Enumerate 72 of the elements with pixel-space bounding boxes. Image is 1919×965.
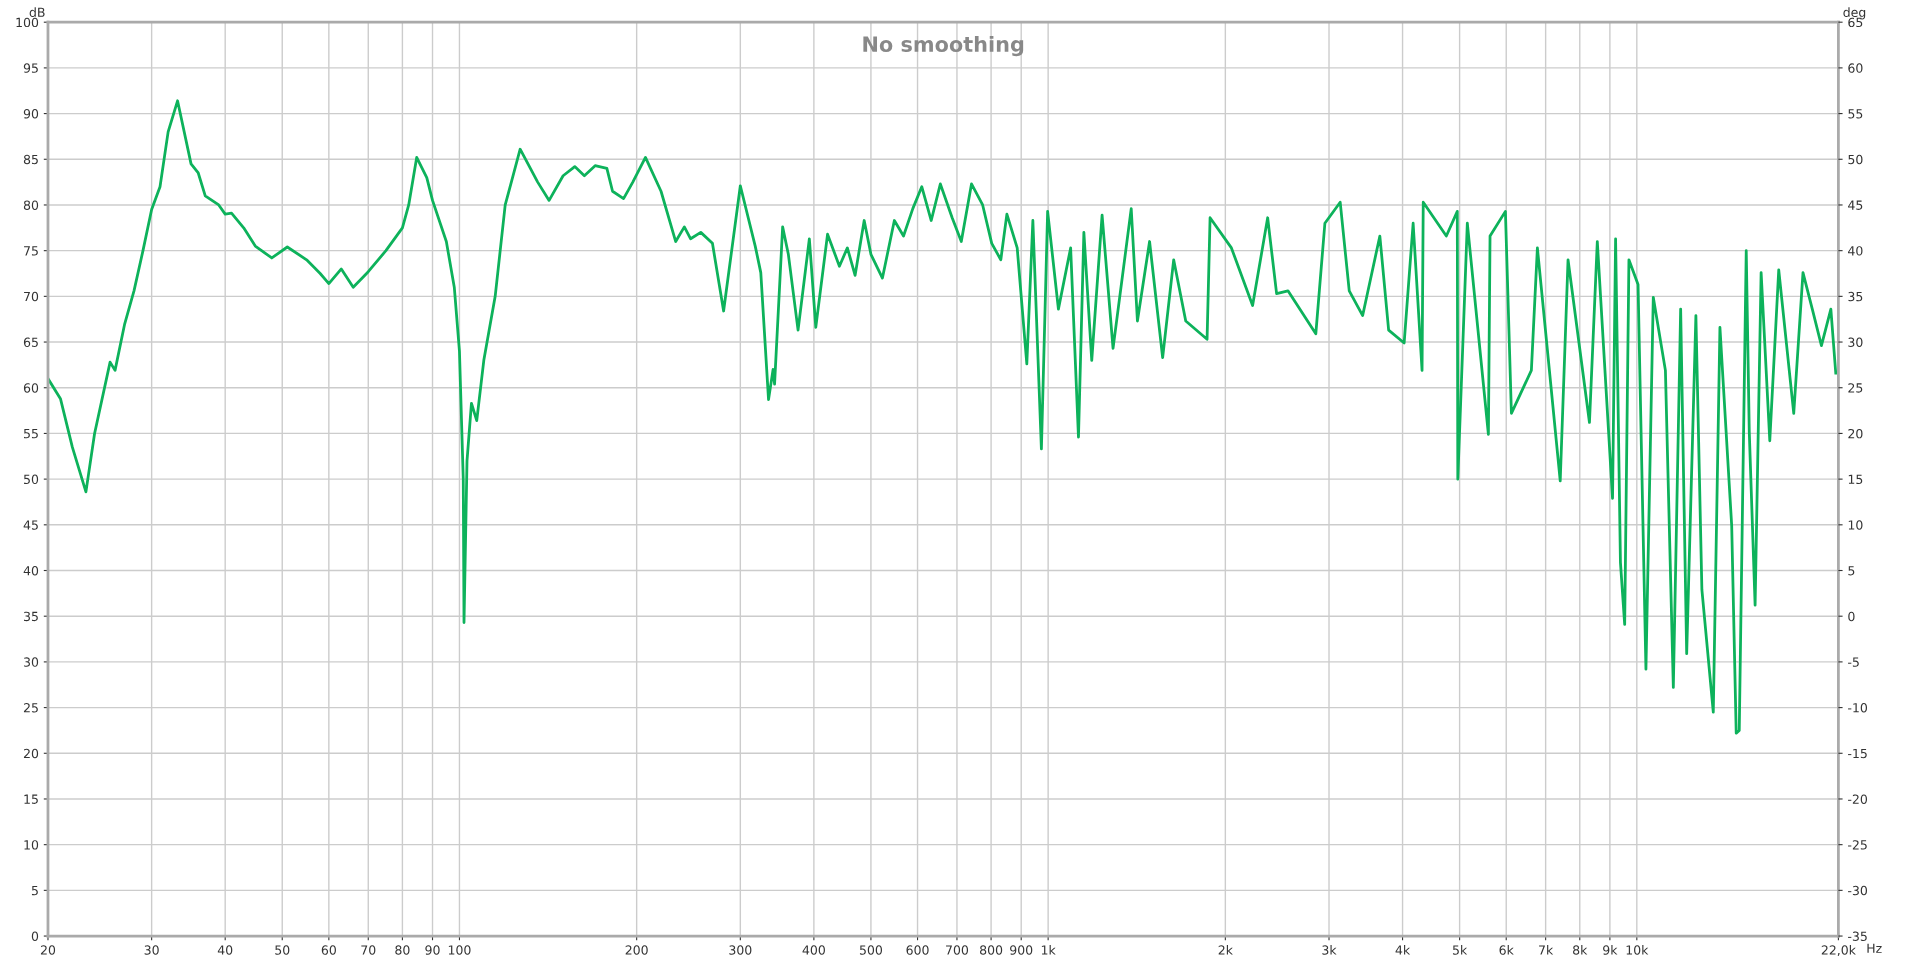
y-tick-label: 85	[23, 154, 38, 165]
x-tick-label: 600	[906, 945, 929, 955]
y-tick-label: 40	[23, 565, 39, 576]
y2-tick-label: -35	[1848, 931, 1867, 941]
y-tick-label: 35	[23, 611, 38, 622]
y2-tick-label: 45	[1848, 200, 1863, 210]
y-tick-label: 15	[24, 794, 38, 804]
x-tick-label: 8k	[1573, 945, 1588, 955]
y-tick-label: 5	[31, 885, 38, 896]
y2-tick-label: -20	[1848, 794, 1868, 804]
y-tick-label: 60	[23, 383, 39, 393]
x-tick-label: 4k	[1395, 945, 1411, 955]
y2-tick-label: 15	[1848, 474, 1863, 485]
x-tick-label: 5k	[1452, 945, 1468, 955]
y-tick-label: 90	[23, 109, 39, 119]
y2-tick-label: -5	[1848, 657, 1859, 667]
x-tick-label: 100	[448, 945, 471, 955]
y2-tick-label: -10	[1848, 703, 1868, 713]
y-tick-label: 25	[23, 703, 38, 713]
y2-tick-label: 30	[1848, 337, 1863, 347]
x-tick-label: 90	[425, 945, 440, 955]
x-tick-label: 1k	[1041, 945, 1056, 955]
y-tick-label: 55	[24, 429, 38, 439]
x-tick-label: 500	[859, 945, 883, 955]
x-tick-label: 40	[217, 945, 233, 955]
y2-tick-label: 40	[1848, 246, 1863, 256]
y-tick-label: 70	[24, 291, 39, 302]
x-tick-label: 60	[321, 945, 336, 955]
x-tick-label: 70	[361, 945, 376, 955]
y-tick-label: 100	[16, 17, 39, 28]
y2-tick-label: 55	[1848, 109, 1863, 119]
y2-tick-label: 5	[1848, 566, 1855, 576]
x-tick-label: 50	[275, 945, 290, 955]
y2-tick-label: 60	[1848, 63, 1863, 73]
x-tick-label: 6k	[1499, 945, 1514, 955]
y-tick-label: 20	[23, 748, 39, 759]
y2-tick-label: 50	[1848, 154, 1863, 165]
x-axis-title: Hz	[1867, 943, 1882, 953]
y-tick-label: 65	[23, 337, 38, 347]
x-tick-label: 200	[625, 945, 648, 955]
x-tick-label: 30	[144, 945, 159, 955]
text: No smoothing	[863, 35, 1024, 57]
y2-tick-label: 0	[1848, 611, 1855, 622]
x-tick-label: 800	[980, 945, 1003, 955]
y2-tick-label: -15	[1848, 748, 1867, 759]
y2-tick-label: 10	[1848, 520, 1863, 530]
x-tick-label: 22,0k	[1821, 945, 1856, 957]
y-axis-title: dB	[29, 7, 45, 18]
y-tick-label: 75	[24, 246, 38, 256]
y2-tick-label: 35	[1848, 291, 1863, 302]
x-tick-label: 7k	[1539, 945, 1554, 955]
y-tick-label: 50	[24, 474, 39, 485]
x-tick-label: 80	[395, 945, 410, 955]
x-tick-label: 400	[802, 945, 825, 955]
x-tick-label: 700	[946, 945, 969, 955]
y2-tick-label: -30	[1848, 885, 1868, 896]
y2-tick-label: 20	[1848, 428, 1863, 439]
y-tick-label: 45	[23, 520, 38, 530]
x-tick-label: 10k	[1626, 945, 1649, 955]
x-tick-label: 300	[729, 945, 752, 955]
y-tick-label: 30	[23, 657, 39, 667]
y2-tick-label: 25	[1848, 383, 1863, 393]
x-tick-label: 20	[40, 945, 56, 955]
y-tick-label: 10	[24, 840, 39, 850]
x-tick-label: 2k	[1218, 945, 1233, 955]
y-tick-label: 80	[23, 200, 39, 210]
y2-tick-label: -25	[1848, 840, 1867, 850]
y-tick-label: 0	[31, 931, 39, 941]
x-tick-label: 900	[1010, 945, 1033, 955]
x-tick-label: 9k	[1603, 945, 1618, 955]
y-tick-label: 95	[23, 63, 38, 73]
x-tick-label: 3k	[1322, 945, 1337, 955]
